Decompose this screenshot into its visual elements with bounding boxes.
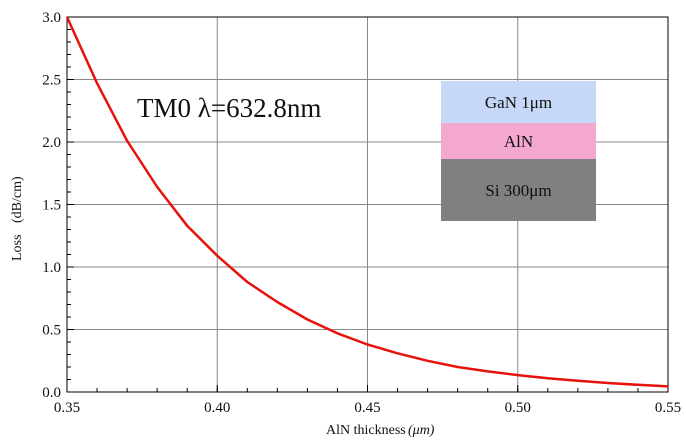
y-tick-label: 1.5	[42, 198, 61, 214]
x-tick-label: 0.50	[505, 400, 531, 416]
y-tick-label: 2.0	[42, 135, 61, 151]
layer-aln	[441, 123, 596, 159]
x-tick-label: 0.40	[204, 400, 230, 416]
layer-aln-label: AlN	[504, 132, 533, 151]
mode-annotation: TM0 λ=632.8nm	[137, 93, 321, 123]
y-tick-label: 0.0	[42, 385, 61, 401]
tick-labels: 0.35 0.40 0.45 0.50 0.55 0.0 0.5 1.0 1.5 2.0 2.5 3.…	[42, 10, 681, 416]
y-tick-label: 0.5	[42, 323, 61, 339]
y-axis-title: Loss (dB/cm)	[10, 176, 25, 261]
layer-stack-diagram: GaN 1μm AlN Si 300μm	[441, 81, 596, 221]
layer-si-label: Si 300μm	[485, 181, 551, 200]
y-tick-label: 1.0	[42, 260, 61, 276]
y-tick-label: 2.5	[42, 73, 61, 89]
layer-gan	[441, 81, 596, 123]
y-axis-unit: (dB/cm)	[10, 176, 25, 223]
x-axis-unit: (μm)	[408, 423, 435, 438]
layer-si	[441, 159, 596, 221]
x-tick-label: 0.45	[354, 400, 380, 416]
x-tick-label: 0.35	[54, 400, 80, 416]
y-tick-label: 3.0	[42, 10, 61, 26]
series-group	[65, 16, 669, 388]
layer-gan-label: GaN 1μm	[485, 93, 552, 112]
loss-curve	[65, 16, 669, 388]
x-tick-label: 0.55	[655, 400, 681, 416]
x-axis-label: AlN thickness	[326, 423, 406, 438]
y-axis-label: Loss	[10, 235, 25, 261]
ticks	[66, 16, 669, 393]
x-axis-title: AlN thickness (μm)	[326, 423, 435, 438]
